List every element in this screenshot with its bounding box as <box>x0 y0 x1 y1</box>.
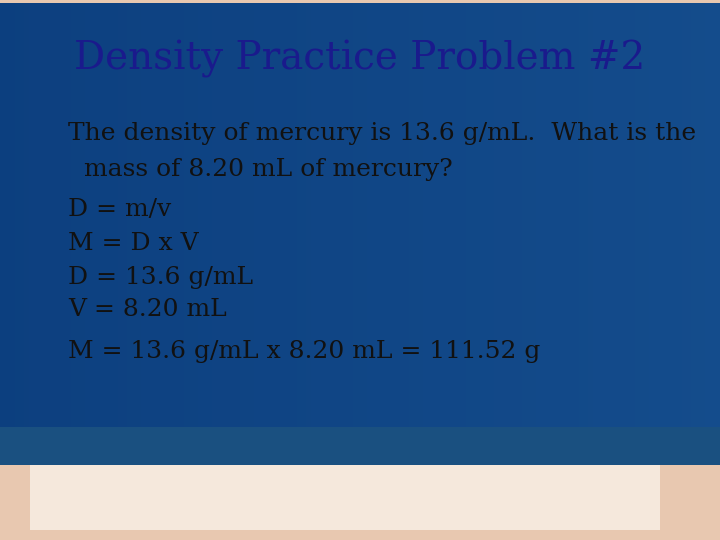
Text: The density of mercury is 13.6 g/mL.  What is the: The density of mercury is 13.6 g/mL. Wha… <box>68 122 696 145</box>
Text: M = D x V: M = D x V <box>68 232 199 255</box>
FancyBboxPatch shape <box>0 427 720 465</box>
Text: D = m/v: D = m/v <box>68 198 171 221</box>
Text: M = 13.6 g/mL x 8.20 mL = 111.52 g: M = 13.6 g/mL x 8.20 mL = 111.52 g <box>68 340 541 363</box>
Text: V = 8.20 mL: V = 8.20 mL <box>68 298 227 321</box>
Text: mass of 8.20 mL of mercury?: mass of 8.20 mL of mercury? <box>68 158 453 181</box>
Text: D = 13.6 g/mL: D = 13.6 g/mL <box>68 266 253 289</box>
Text: Density Practice Problem #2: Density Practice Problem #2 <box>74 40 646 78</box>
FancyBboxPatch shape <box>30 455 660 530</box>
